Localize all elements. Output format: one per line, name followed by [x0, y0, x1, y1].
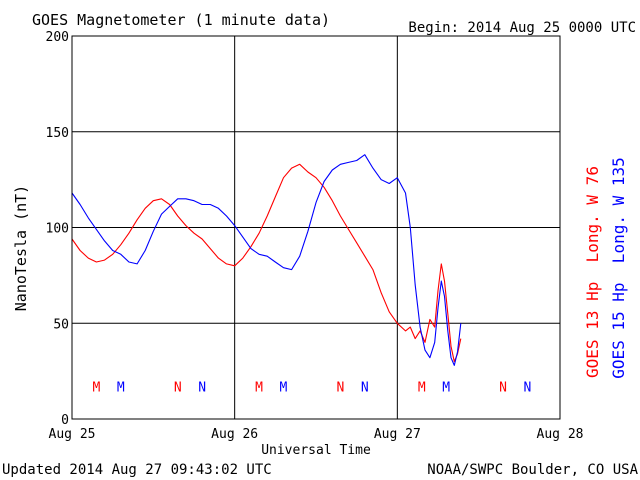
series-line-goes15 [71, 154, 462, 366]
chart-title: GOES Magnetometer (1 minute data) [32, 11, 330, 29]
marker-label: M [92, 380, 100, 395]
plot-frame [71, 35, 561, 420]
series-lines [71, 154, 462, 366]
x-axis-label: Universal Time [261, 443, 371, 458]
legend-goes13: GOES 13 Hp Long. W 76 [583, 166, 602, 378]
x-tick-label: Aug 28 [537, 427, 584, 442]
x-tick-labels: Aug 25 Aug 26 Aug 27 Aug 28 [49, 427, 584, 442]
y-tick-label: 100 [46, 222, 69, 237]
marker-label: M [280, 380, 288, 395]
begin-label: Begin: 2014 Aug 25 0000 UTC [408, 20, 636, 36]
y-tick-label: 0 [61, 413, 69, 428]
marker-label: N [336, 380, 344, 395]
marker-label: M [442, 380, 450, 395]
footer-source: NOAA/SWPC Boulder, CO USA [427, 462, 638, 478]
marker-label: N [174, 380, 182, 395]
x-tick-label: Aug 26 [211, 427, 258, 442]
y-tick-label: 150 [46, 126, 69, 141]
y-tick-labels: 0 50 100 150 200 [46, 30, 69, 428]
y-tick-label: 50 [53, 317, 69, 332]
marker-label: M [255, 380, 263, 395]
y-axis-label: NanoTesla (nT) [12, 185, 30, 311]
marker-label: N [499, 380, 507, 395]
series-line-goes13 [71, 163, 462, 363]
marker-label: N [198, 380, 206, 395]
legend-goes15: GOES 15 Hp Long. W 135 [609, 157, 628, 379]
marker-label: M [117, 380, 125, 395]
grid-lines [72, 36, 560, 419]
x-tick-label: Aug 27 [374, 427, 421, 442]
marker-label: N [524, 380, 532, 395]
footer-updated: Updated 2014 Aug 27 09:43:02 UTC [2, 462, 272, 478]
marker-label: N [361, 380, 369, 395]
y-tick-label: 200 [46, 30, 69, 45]
x-tick-label: Aug 25 [49, 427, 96, 442]
marker-label: M [418, 380, 426, 395]
